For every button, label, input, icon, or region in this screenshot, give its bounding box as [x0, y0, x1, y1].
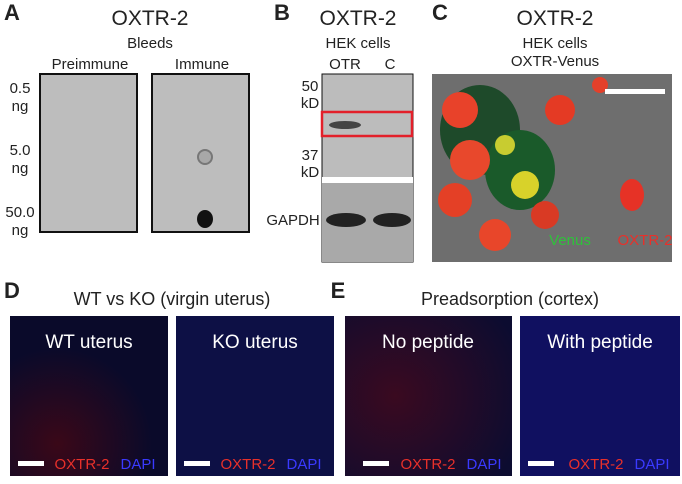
legend-counterstain: DAPI	[634, 456, 669, 473]
panel-subtitle: Bleeds	[127, 35, 173, 52]
panel-letter: D	[4, 278, 20, 303]
panel-title: Preadsorption (cortex)	[421, 289, 599, 309]
image-label: KO uterus	[212, 332, 298, 353]
legend-stain: OXTR-2	[54, 456, 109, 473]
panel-letter: A	[4, 0, 20, 25]
row-label: ng	[12, 98, 29, 115]
row-label: 5.0	[10, 142, 31, 159]
panel-letter: C	[432, 0, 448, 25]
legend-stain: OXTR-2	[220, 456, 275, 473]
image-label: WT uterus	[45, 332, 132, 353]
lane-label: C	[385, 56, 396, 73]
image-label: No peptide	[382, 332, 474, 353]
blot	[39, 73, 138, 233]
row-label: ng	[12, 222, 29, 239]
row-label: 50.0	[5, 204, 34, 221]
scale-bar	[528, 461, 554, 466]
dot	[197, 210, 213, 228]
panel-subtitle: OXTR-Venus	[511, 53, 599, 70]
legend-stain: OXTR-2	[568, 456, 623, 473]
panel-title: OXTR-2	[319, 7, 396, 30]
row-label: ng	[12, 160, 29, 177]
scale-bar	[363, 461, 389, 466]
legend-counterstain: DAPI	[466, 456, 501, 473]
column-label: Immune	[175, 56, 229, 73]
scale-bar	[18, 461, 44, 466]
legend-counterstain: DAPI	[120, 456, 155, 473]
row-label: 0.5	[10, 80, 31, 97]
panel-letter: B	[274, 0, 290, 25]
micrograph	[10, 316, 168, 476]
micrograph	[345, 316, 512, 476]
marker-label: 50	[302, 78, 319, 95]
legend-stain: OXTR-2	[400, 456, 455, 473]
channel-label: Venus	[549, 232, 591, 249]
lane-label: OTR	[329, 56, 361, 73]
marker-label: kD	[301, 95, 320, 112]
panel-letter: E	[331, 278, 346, 303]
band	[329, 121, 361, 129]
blot-separator	[322, 177, 413, 183]
marker-label: kD	[301, 164, 320, 181]
panel-subtitle: HEK cells	[325, 35, 390, 52]
panel-title: OXTR-2	[516, 7, 593, 30]
loading-control-label: GAPDH	[266, 212, 319, 229]
scale-bar	[184, 461, 210, 466]
micrograph	[520, 316, 680, 476]
marker-label: 37	[302, 147, 319, 164]
legend-counterstain: DAPI	[286, 456, 321, 473]
micrograph	[176, 316, 334, 476]
panel-title: WT vs KO (virgin uterus)	[74, 289, 271, 309]
channel-label: OXTR-2	[617, 232, 672, 249]
panel-title: OXTR-2	[111, 7, 188, 30]
dot	[197, 149, 213, 165]
scale-bar	[605, 89, 665, 94]
highlight-box	[320, 110, 414, 138]
band	[373, 213, 411, 227]
image-label: With peptide	[547, 332, 653, 353]
band	[326, 213, 366, 227]
panel-subtitle: HEK cells	[522, 35, 587, 52]
column-label: Preimmune	[52, 56, 129, 73]
cells	[438, 77, 644, 251]
